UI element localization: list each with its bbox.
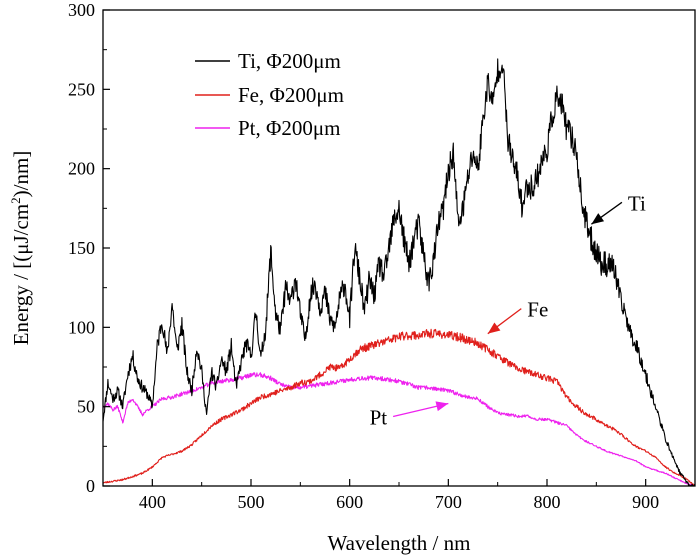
ti-annotation-label: Ti xyxy=(628,191,646,215)
x-tick-label: 800 xyxy=(534,492,561,512)
y-axis-title-sup: 2 xyxy=(8,197,23,204)
legend: Ti, Φ200μm Fe, Φ200μm Pt, Φ200μm xyxy=(195,49,344,140)
pt-annotation-arrowhead xyxy=(435,401,449,412)
fe-annotation-arrowhead xyxy=(487,322,501,334)
series-line-fe xyxy=(102,328,696,487)
y-axis-title: Energy / [(μJ/cm2)/nm] xyxy=(8,151,33,346)
x-tick-label: 500 xyxy=(238,492,265,512)
legend-label-fe: Fe, Φ200μm xyxy=(238,83,344,107)
legend-label-pt: Pt, Φ200μm xyxy=(238,116,340,140)
series-line-ti xyxy=(102,58,696,487)
y-axis-ticks: 0 50 100 150 200 250 300 xyxy=(68,0,110,496)
ti-annotation-arrowhead xyxy=(591,213,605,225)
series-layer xyxy=(102,58,696,487)
y-tick-label: 150 xyxy=(68,238,95,258)
x-tick-label: 700 xyxy=(435,492,462,512)
series-line-pt xyxy=(102,372,696,487)
x-tick-label: 900 xyxy=(632,492,659,512)
y-tick-label: 50 xyxy=(77,397,95,417)
pt-annotation-label: Pt xyxy=(370,406,388,430)
x-axis-ticks: 400 500 600 700 800 900 xyxy=(102,479,696,512)
y-tick-label: 100 xyxy=(68,317,95,337)
y-tick-label: 300 xyxy=(68,0,95,20)
y-tick-label: 250 xyxy=(68,79,95,99)
fe-annotation-label: Fe xyxy=(527,298,548,322)
x-tick-label: 600 xyxy=(336,492,363,512)
annotations: Ti Fe Pt xyxy=(370,191,646,429)
legend-label-ti: Ti, Φ200μm xyxy=(238,49,341,73)
y-axis-title-main: Energy / [(μJ/cm xyxy=(9,204,33,346)
y-axis-title-end: )/nm] xyxy=(9,151,33,198)
x-axis-title: Wavelength / nm xyxy=(328,531,471,555)
y-tick-label: 200 xyxy=(68,159,95,179)
x-tick-label: 400 xyxy=(139,492,166,512)
y-tick-label: 0 xyxy=(86,476,95,496)
